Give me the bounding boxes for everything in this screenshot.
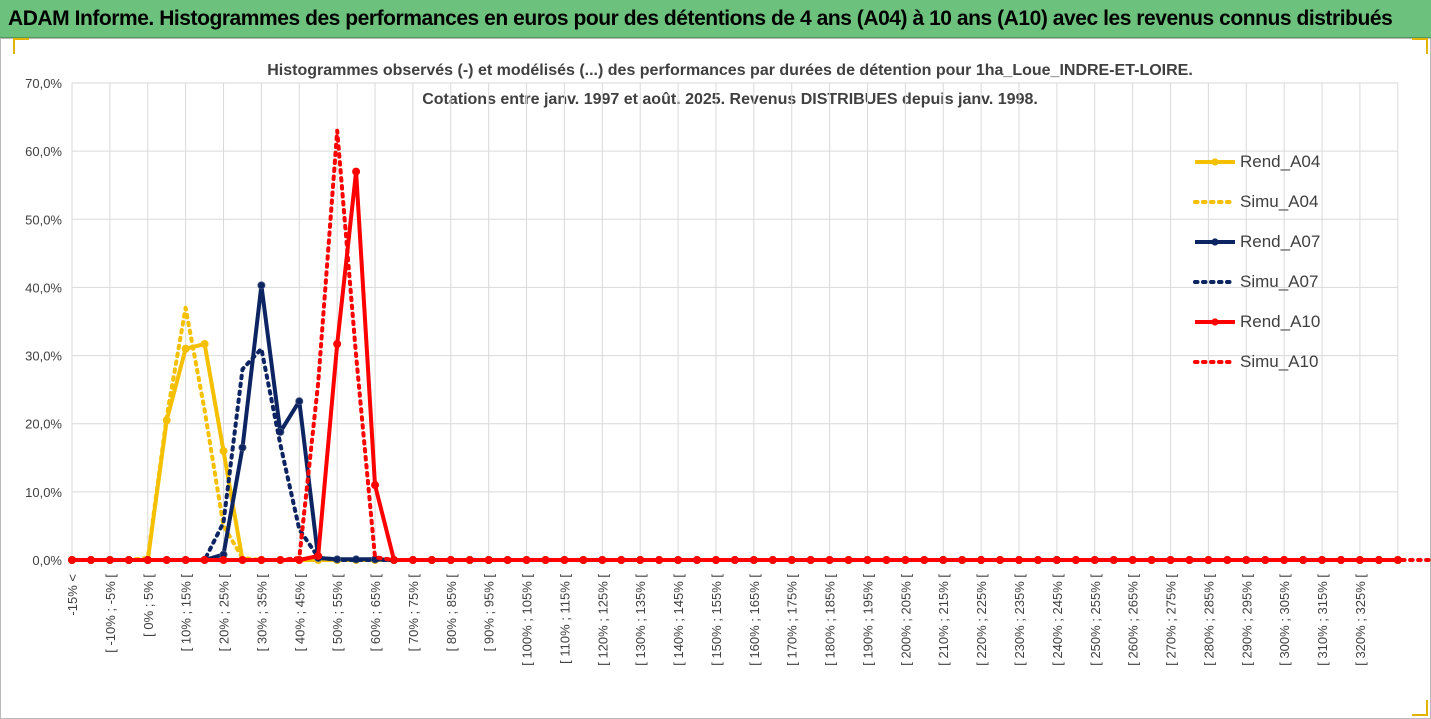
x-tick-label: [ 100% ; 105% [: [520, 574, 535, 666]
x-tick-label: [ 270% ; 275% [: [1164, 574, 1179, 666]
series-line-Rend_A04: [72, 342, 1398, 562]
y-tick-label: 60,0%: [25, 144, 62, 159]
data-point-Rend_A07: [257, 281, 266, 290]
x-tick-label: [ 190% ; 195% [: [860, 574, 875, 666]
x-tick-label: [ 300% ; 305% [: [1277, 574, 1292, 666]
x-tick-label: -15% <: [65, 574, 80, 616]
series-layer: [68, 128, 1431, 565]
report-banner: ADAM Informe. Histogrammes des performan…: [0, 0, 1431, 38]
y-tick-label: 70,0%: [25, 76, 62, 91]
series-line-Simu_A10: [70, 128, 1431, 562]
data-point-Rend_A10: [352, 167, 361, 176]
x-tick-label: [ 110% ; 115% [: [557, 574, 572, 664]
x-tick-label: [ 320% ; 325% [: [1353, 574, 1368, 666]
x-tick-label: [ 90% ; 95% [: [482, 574, 497, 652]
x-tick-label: [ 50% ; 55% [: [330, 574, 345, 652]
series-line-Simu_A07: [70, 346, 1400, 562]
data-point-Rend_A04: [181, 344, 190, 353]
corner-marker-tl: [13, 38, 29, 54]
y-tick-label: 10,0%: [25, 485, 62, 500]
data-point-Rend_A10: [333, 339, 342, 348]
y-tick-label: 20,0%: [25, 417, 62, 432]
x-tick-label: [ 260% ; 265% [: [1126, 574, 1141, 666]
y-tick-label: 30,0%: [25, 349, 62, 364]
x-tick-label: [ 160% ; 165% [: [747, 574, 762, 666]
x-tick-label: [ 80% ; 85% [: [444, 574, 459, 652]
x-tick-label: [ 210% ; 215% [: [936, 574, 951, 666]
x-tick-label: [ 20% ; 25% [: [217, 574, 232, 652]
legend-label: Rend_A10: [1240, 312, 1321, 331]
y-tick-label: 0,0%: [32, 553, 62, 568]
chart-title-line1: Histogrammes observés (-) et modélisés (…: [267, 62, 1193, 79]
legend-swatch: [1195, 318, 1235, 326]
x-tick-label: [ 310% ; 315% [: [1315, 574, 1330, 666]
x-tick-label: [ 200% ; 205% [: [898, 574, 913, 666]
legend-label: Simu_A10: [1240, 352, 1319, 371]
x-tick-label: [ 170% ; 175% [: [785, 574, 800, 666]
legend-swatch: [1193, 200, 1237, 204]
legend-swatch: [1193, 360, 1237, 364]
data-point-Rend_A07: [238, 443, 247, 452]
x-tick-label: [ 280% ; 285% [: [1201, 574, 1216, 666]
legend-label: Rend_A07: [1240, 232, 1321, 251]
data-point-Rend_A07: [295, 397, 304, 406]
legend-swatch: [1195, 158, 1235, 166]
legend-swatch: [1195, 238, 1235, 246]
corner-marker-br: [1412, 700, 1428, 716]
legend-label: Simu_A07: [1240, 272, 1319, 291]
legend-label: Simu_A04: [1240, 192, 1319, 211]
x-tick-label: [ 10% ; 15% [: [179, 574, 194, 652]
x-tick-label: [ 230% ; 235% [: [1012, 574, 1027, 666]
x-tick-label: [ 40% ; 45% [: [292, 574, 307, 652]
x-tick-label: [ 70% ; 75% [: [406, 574, 421, 652]
x-tick-label: [ 250% ; 255% [: [1088, 574, 1103, 666]
x-tick-label: [ 130% ; 135% [: [633, 574, 648, 666]
y-tick-label: 50,0%: [25, 212, 62, 227]
corner-marker-tr: [1412, 38, 1428, 54]
x-tick-label: [ 140% ; 145% [: [671, 574, 686, 666]
y-tick-label: 40,0%: [25, 280, 62, 295]
data-point-Rend_A10: [371, 481, 380, 490]
x-tick-label: [ 60% ; 65% [: [368, 574, 383, 652]
x-tick-label: [ 240% ; 245% [: [1050, 574, 1065, 666]
x-tick-label: [ 290% ; 295% [: [1239, 574, 1254, 666]
chart-title-line2: Cotations entre janv. 1997 et août. 2025…: [422, 91, 1038, 108]
data-point-Rend_A04: [219, 446, 228, 455]
data-point-Rend_A04: [200, 339, 209, 348]
x-axis-labels: -15% < [ -10% ; -5% [ [ 0% ; 5% [ [ 10% ; 1…: [65, 574, 1368, 666]
x-tick-label: [ 150% ; 155% [: [709, 574, 724, 666]
x-tick-label: [ 0% ; 5% [: [141, 574, 156, 637]
x-tick-label: [ -10% ; -5% [: [103, 574, 118, 653]
y-axis-labels: 0,0% 10,0% 20,0% 30,0% 40,0% 50,0% 60,0% 70,0%: [25, 76, 62, 568]
legend-label: Rend_A04: [1240, 152, 1321, 171]
legend-swatch: [1193, 280, 1237, 284]
x-tick-label: [ 30% ; 35% [: [254, 574, 269, 652]
x-tick-label: [ 220% ; 225% [: [974, 574, 989, 666]
data-point-Rend_A10: [314, 551, 323, 560]
report-title: ADAM Informe. Histogrammes des performan…: [8, 7, 1393, 30]
x-tick-label: [ 180% ; 185% [: [823, 574, 838, 666]
x-tick-label: [ 120% ; 125% [: [595, 574, 610, 666]
